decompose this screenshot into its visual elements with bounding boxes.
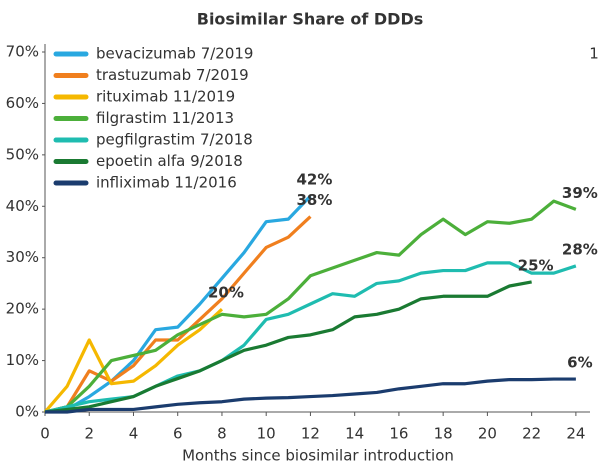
legend-label: rituximab 11/2019 xyxy=(96,88,235,106)
value-label: 20% xyxy=(208,284,244,302)
x-axis-label: Months since biosimilar introduction xyxy=(182,447,454,465)
y-tick-label: 40% xyxy=(6,197,39,215)
x-tick-label: 18 xyxy=(434,425,453,443)
legend-label: infliximab 11/2016 xyxy=(96,174,237,192)
value-label: 38% xyxy=(296,191,332,209)
series-line xyxy=(44,261,577,414)
legend-label: filgrastim 11/2013 xyxy=(96,109,234,127)
series-line xyxy=(44,215,312,414)
x-tick-label: 14 xyxy=(345,425,364,443)
x-tick-label: 4 xyxy=(129,425,139,443)
x-tick-label: 20 xyxy=(478,425,497,443)
y-tick-label: 30% xyxy=(6,248,39,266)
y-tick-label: 70% xyxy=(6,43,39,61)
x-tick-label: 22 xyxy=(522,425,541,443)
value-label: 25% xyxy=(518,256,554,274)
y-tick-label: 10% xyxy=(6,351,39,369)
legend-label: trastuzumab 7/2019 xyxy=(96,66,249,84)
series-line xyxy=(45,377,576,414)
y-tick-label: 0% xyxy=(15,403,39,421)
y-tick-label: 60% xyxy=(6,94,39,112)
value-label: 39% xyxy=(562,184,598,202)
y-tick-label: 50% xyxy=(6,145,39,163)
series-line xyxy=(44,194,312,414)
y-tick-label: 20% xyxy=(6,300,39,318)
value-label: 42% xyxy=(296,171,332,189)
chart-title: Biosimilar Share of DDDs xyxy=(197,10,424,29)
x-tick-label: 10 xyxy=(257,425,276,443)
annotation: 1 xyxy=(589,45,599,63)
x-tick-label: 6 xyxy=(173,425,183,443)
value-label: 28% xyxy=(562,240,598,258)
x-tick-label: 0 xyxy=(40,425,50,443)
value-label: 6% xyxy=(567,354,592,372)
legend-label: epoetin alfa 9/2018 xyxy=(96,152,243,170)
x-tick-label: 16 xyxy=(389,425,408,443)
x-tick-label: 8 xyxy=(217,425,227,443)
legend-label: bevacizumab 7/2019 xyxy=(96,45,253,63)
x-tick-label: 2 xyxy=(84,425,94,443)
x-tick-label: 24 xyxy=(566,425,585,443)
x-tick-label: 12 xyxy=(301,425,320,443)
series-line xyxy=(44,280,532,414)
series-line xyxy=(43,307,224,414)
legend-label: pegfilgrastim 7/2018 xyxy=(96,131,253,149)
series-line xyxy=(44,199,577,414)
